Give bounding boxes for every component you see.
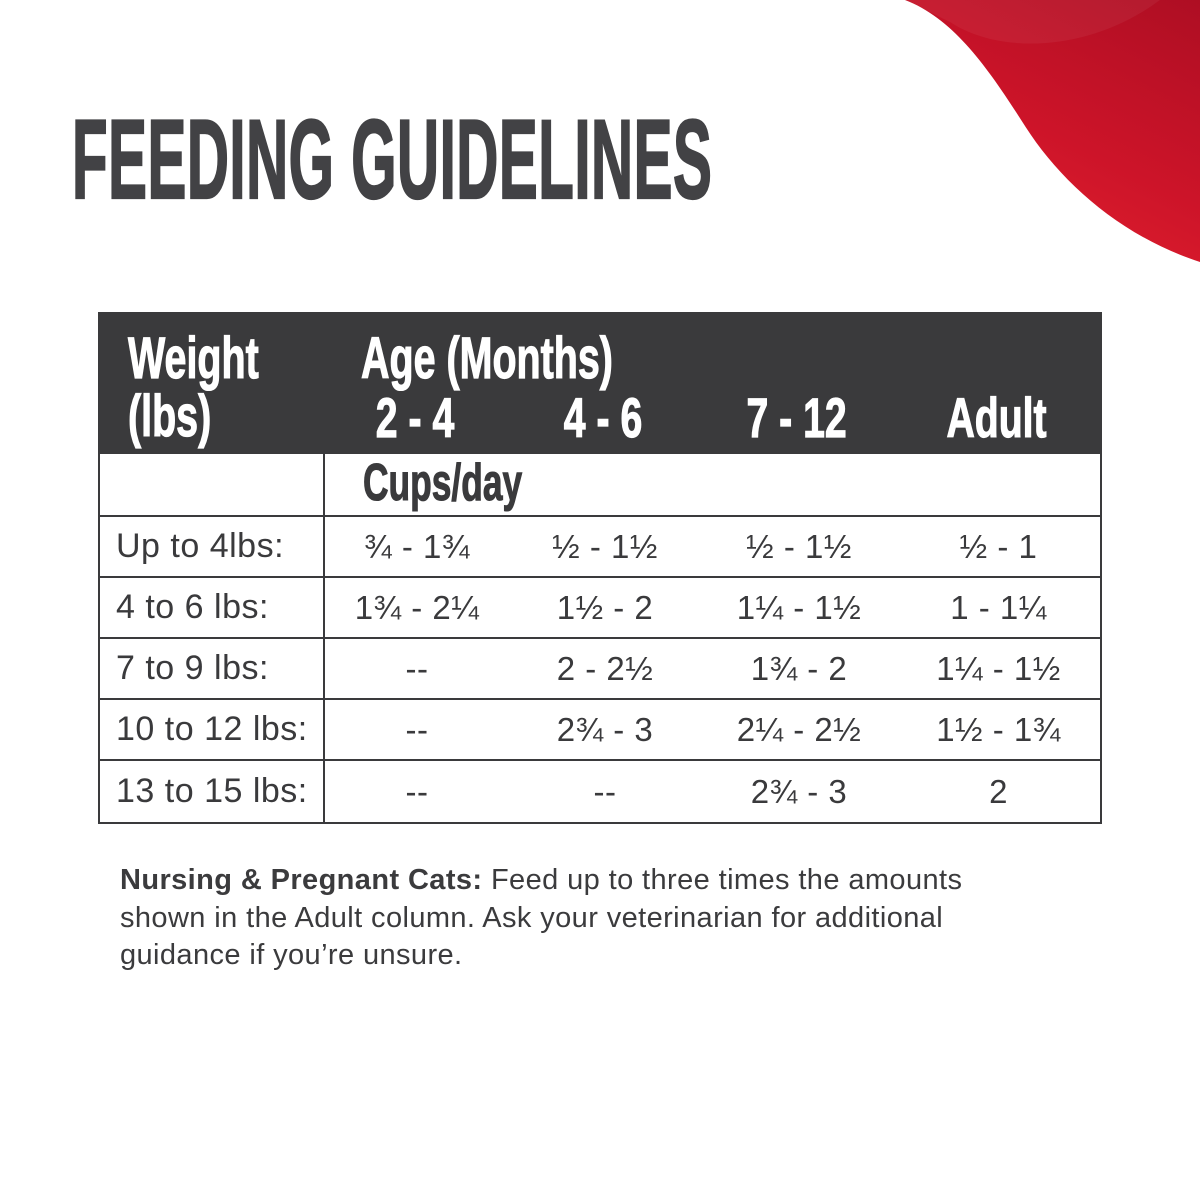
value-cell: 1¼ - 1½: [936, 649, 1061, 687]
note-bold-lead: Nursing & Pregnant Cats:: [120, 864, 483, 896]
value-cell: ½ - 1½: [746, 527, 852, 565]
units-row-empty-cell: [100, 454, 325, 515]
weight-row-label: 7 to 9 lbs:: [100, 639, 325, 698]
table-row: 4 to 6 lbs: 1¾ - 2¼ 1½ - 2 1¼ - 1½ 1 - 1…: [100, 576, 1100, 637]
weight-row-label: 10 to 12 lbs:: [100, 700, 325, 759]
weight-row-label: 13 to 15 lbs:: [100, 761, 325, 822]
table-row: 10 to 12 lbs: -- 2¾ - 3 2¼ - 2½ 1½ - 1¾: [100, 698, 1100, 759]
value-cell: ¾ - 1¾: [364, 527, 470, 565]
nursing-pregnant-note: Nursing & Pregnant Cats: Feed up to thre…: [120, 862, 1120, 975]
page-title: FEEDING GUIDELINES: [71, 97, 713, 222]
value-cell: 1¾ - 2¼: [354, 588, 480, 626]
note-line-1: Nursing & Pregnant Cats: Feed up to thre…: [120, 864, 963, 896]
weight-row-label: Up to 4lbs:: [100, 517, 325, 576]
value-cell: --: [593, 772, 617, 810]
column-header-4-6: 4 - 6: [563, 386, 643, 449]
value-cell: ½ - 1½: [552, 527, 658, 565]
table-row: Up to 4lbs: ¾ - 1¾ ½ - 1½ ½ - 1½ ½ - 1: [100, 515, 1100, 576]
value-cell: 1 - 1¼: [950, 588, 1047, 626]
weight-column-header: Weight: [128, 326, 260, 391]
feeding-table: Weight Age (Months) (lbs) 2 - 4 4 - 6 7 …: [98, 312, 1102, 824]
age-months-header: Age (Months): [361, 326, 614, 391]
value-cell: 2¾ - 3: [750, 772, 848, 810]
units-row: Cups/day: [100, 454, 1100, 515]
value-cell: 1½ - 1¾: [936, 710, 1061, 748]
value-cell: 2¼ - 2½: [736, 710, 862, 748]
table-header: Weight Age (Months) (lbs) 2 - 4 4 - 6 7 …: [98, 312, 1102, 454]
value-cell: 1¼ - 1½: [736, 588, 862, 626]
column-header-2-4: 2 - 4: [375, 386, 455, 449]
value-cell: 1¾ - 2: [750, 649, 848, 687]
value-cell: 1½ - 2: [556, 588, 654, 626]
note-line-3: guidance if you’re unsure.: [120, 939, 463, 971]
value-cell: 2: [989, 772, 1008, 810]
value-cell: ½ - 1: [959, 527, 1038, 565]
table-row: 7 to 9 lbs: -- 2 - 2½ 1¾ - 2 1¼ - 1½: [100, 637, 1100, 698]
units-label: Cups/day: [363, 454, 523, 512]
note-line-2: shown in the Adult column. Ask your vete…: [120, 901, 944, 934]
value-cell: 2¾ - 3: [556, 710, 654, 748]
table-row: 13 to 15 lbs: -- -- 2¾ - 3 2: [100, 759, 1100, 822]
value-cell: 2 - 2½: [556, 649, 654, 687]
value-cell: --: [405, 649, 429, 687]
weight-unit-label: (lbs): [128, 384, 212, 449]
value-cell: --: [405, 772, 429, 810]
value-cell: --: [405, 710, 429, 748]
column-header-7-12: 7 - 12: [746, 386, 848, 449]
column-header-adult: Adult: [946, 386, 1047, 449]
weight-row-label: 4 to 6 lbs:: [100, 578, 325, 637]
